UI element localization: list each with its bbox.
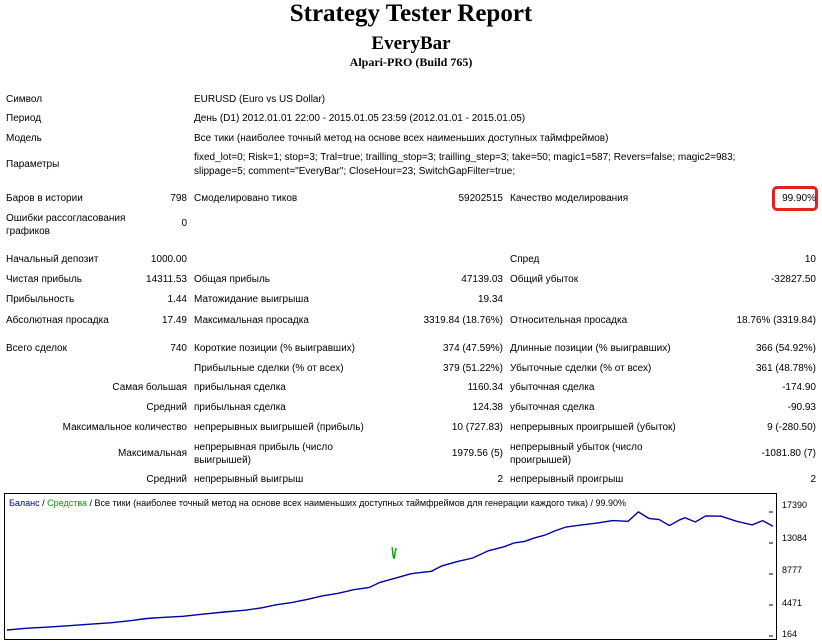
gross-profit-value: 47139.03: [461, 274, 503, 285]
legend-balance: Баланс: [9, 498, 40, 508]
max-consec-losses-label: непрерывных проигрышей (убыток): [510, 422, 676, 433]
loss-trades-value: 361 (48.78%): [755, 363, 816, 374]
max-drawdown-label: Максимальная просадка: [194, 315, 309, 326]
maximal-profit-value: 1979.56 (5): [451, 448, 503, 459]
average-loss-label: убыточная сделка: [510, 402, 595, 413]
expected-payoff-value: 19.34: [477, 294, 503, 305]
params-label: Параметры: [6, 159, 60, 170]
server-build: Alpari-PRO (Build 765): [349, 55, 473, 69]
y-tick-label: 13084: [782, 533, 808, 543]
gross-profit-label: Общая прибыль: [194, 274, 271, 285]
abs-drawdown-value: 17.49: [161, 315, 187, 326]
profit-factor-label: Прибыльность: [6, 294, 75, 305]
avg-consec-wins-value: 2: [497, 474, 503, 485]
largest-label: Самая большая: [112, 382, 187, 393]
symbol-label: Символ: [6, 94, 43, 105]
short-positions-value: 374 (47.59%): [442, 343, 503, 354]
max-count-label: Максимальное количество: [62, 422, 187, 433]
spread-label: Спред: [510, 254, 540, 265]
maximal-loss-value: -1081.80 (7): [761, 448, 816, 459]
avg-consec-wins-label: непрерывный выигрыш: [194, 474, 304, 485]
avg-consec-losses-label: непрерывный проигрыш: [510, 474, 624, 485]
gross-loss-label: Общий убыток: [510, 274, 579, 285]
chart-legend: Баланс / Средства / Все тики (наиболее т…: [9, 498, 626, 508]
period-label: Период: [6, 113, 42, 124]
spread-value: 10: [804, 254, 816, 265]
quality-label: Качество моделирования: [510, 193, 629, 204]
rel-drawdown-value: 18.76% (3319.84): [736, 315, 816, 326]
max-consec-losses-value: 9 (-280.50): [767, 422, 816, 433]
deposit-value: 1000.00: [150, 254, 187, 265]
deposit-label: Начальный депозит: [6, 254, 99, 265]
ticks-label: Смоделировано тиков: [194, 193, 298, 204]
bars-label: Баров в истории: [6, 193, 83, 204]
quality-value: 99.90%: [782, 193, 816, 204]
rel-drawdown-label: Относительная просадка: [510, 315, 628, 326]
abs-drawdown-label: Абсолютная просадка: [6, 315, 109, 326]
largest-loss-value: -174.90: [782, 382, 816, 393]
y-tick-label: 17390: [782, 500, 808, 510]
symbol-value: EURUSD (Euro vs US Dollar): [194, 94, 326, 105]
max-drawdown-value: 3319.84 (18.76%): [423, 315, 503, 326]
profit-trades-label: Прибыльные сделки (% от всех): [194, 363, 344, 374]
total-trades-value: 740: [170, 343, 187, 354]
expected-payoff-label: Матожидание выигрыша: [194, 294, 309, 305]
legend-separator: /: [39, 498, 48, 508]
average-label: Средний: [146, 402, 187, 413]
net-profit-label: Чистая прибыль: [6, 274, 82, 285]
avg-consec-label: Средний: [146, 474, 187, 485]
quality-highlight-box: [772, 186, 818, 211]
short-positions-label: Короткие позиции (% выигравших): [194, 343, 355, 354]
params-line-2: slippage=5; comment="EveryBar"; CloseHou…: [194, 166, 516, 177]
model-value: Все тики (наиболее точный метод на основ…: [194, 133, 609, 144]
max-consec-wins-label: непрерывных выигрышей (прибыль): [194, 422, 364, 433]
report-title: Strategy Tester Report: [289, 0, 533, 27]
expert-name: EveryBar: [371, 33, 451, 54]
gross-loss-value: -32827.50: [770, 274, 816, 285]
long-positions-label: Длинные позиции (% выигравших): [510, 343, 671, 354]
maximal-profit-label: непрерывная прибыль (число выигрышей): [194, 442, 333, 466]
average-profit-value: 124.38: [472, 402, 503, 413]
y-tick-label: 164: [782, 629, 798, 639]
bars-value: 798: [170, 193, 187, 204]
errors-label: Ошибки рассогласования графиков: [6, 213, 126, 237]
largest-loss-label: убыточная сделка: [510, 382, 595, 393]
balance-series-line: [6, 511, 774, 631]
balance-chart-plot: [6, 511, 774, 637]
legend-equity: Средства: [47, 498, 88, 508]
average-loss-value: -90.93: [787, 402, 816, 413]
maximal-loss-label: непрерывный убыток (число проигрышей): [510, 442, 643, 466]
average-profit-label: прибыльная сделка: [194, 402, 286, 413]
balance-chart: [4, 493, 777, 640]
errors-value: 0: [181, 218, 187, 229]
equity-series-line: [391, 547, 397, 559]
long-positions-value: 366 (54.92%): [755, 343, 816, 354]
y-tick-label: 4471: [782, 598, 803, 608]
profit-factor-value: 1.44: [167, 294, 187, 305]
avg-consec-losses-value: 2: [810, 474, 816, 485]
ticks-value: 59202515: [458, 193, 504, 204]
period-value: День (D1) 2012.01.01 22:00 - 2015.01.05 …: [194, 113, 526, 124]
max-consec-wins-value: 10 (727.83): [451, 422, 503, 433]
params-line-1: fixed_lot=0; Risk=1; stop=3; Tral=true; …: [194, 152, 736, 163]
net-profit-value: 14311.53: [146, 274, 187, 285]
largest-profit-label: прибыльная сделка: [194, 382, 286, 393]
largest-profit-value: 1160.34: [467, 382, 503, 393]
maximal-label: Максимальная: [117, 448, 187, 459]
profit-trades-value: 379 (51.22%): [442, 363, 503, 374]
legend-description: / Все тики (наиболее точный метод на осн…: [87, 498, 627, 508]
model-label: Модель: [6, 133, 42, 144]
loss-trades-label: Убыточные сделки (% от всех): [510, 363, 652, 374]
y-tick-label: 8777: [782, 565, 803, 575]
total-trades-label: Всего сделок: [6, 343, 67, 354]
